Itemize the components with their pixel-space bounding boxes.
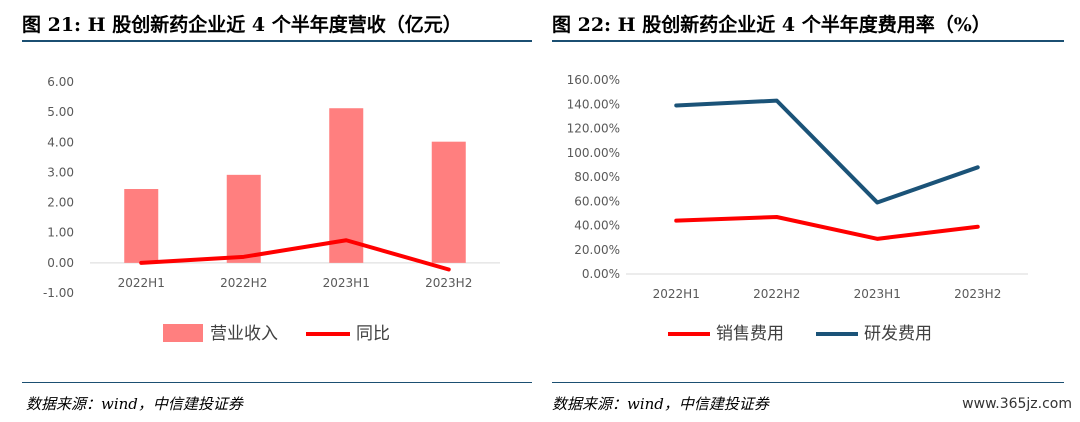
- revenue-bar: [226, 174, 261, 263]
- x-tick-label: 2023H1: [854, 287, 901, 301]
- y-tick-label: 0.00: [47, 256, 74, 270]
- x-tick-label: 2023H2: [954, 287, 1001, 301]
- yoy-line: [139, 238, 451, 272]
- selling-expense-line: [674, 215, 980, 241]
- y-tick-label: 1.00: [47, 226, 74, 240]
- left-bottom-rule: [22, 382, 532, 383]
- revenue-bar: [431, 141, 466, 263]
- y-tick-label: 6.00: [47, 75, 74, 89]
- legend-label-yoy: 同比: [356, 324, 390, 344]
- y-tick-label: 20.00%: [574, 243, 620, 257]
- x-tick-label: 2022H2: [753, 287, 800, 301]
- y-tick-label: 80.00%: [574, 170, 620, 184]
- right-figure-panel: 图 22: H 股创新药企业近 4 个半年度费用率（%） 0.00% 20.00%…: [548, 0, 1080, 422]
- watermark-text: www.365jz.com: [962, 396, 1072, 412]
- y-tick-label: 40.00%: [574, 219, 620, 233]
- y-tick-label: 120.00%: [567, 122, 620, 136]
- legend-label-rd: 研发费用: [864, 324, 932, 344]
- x-tick-label: 2022H1: [653, 287, 700, 301]
- revenue-bar: [329, 108, 364, 263]
- x-tick-label: 2023H1: [323, 276, 370, 290]
- right-source-note: 数据来源：wind，中信建投证券: [552, 395, 769, 413]
- right-chart: 0.00% 20.00% 40.00% 60.00% 80.00% 100.00% 120.…: [567, 73, 1028, 344]
- legend-label-revenue: 营业收入: [210, 324, 278, 344]
- x-tick-label: 2022H1: [118, 276, 165, 290]
- legend-label-selling: 销售费用: [716, 324, 784, 344]
- left-title-rule: [22, 40, 532, 42]
- y-tick-label: 100.00%: [567, 146, 620, 160]
- left-chart: -1.00 0.00 1.00 2.00 3.00 4.00 5.00 6.00 2022H1 2…: [43, 75, 500, 344]
- y-tick-label: 0.00%: [582, 267, 620, 281]
- legend-swatch-revenue: [163, 324, 203, 342]
- y-tick-label: 5.00: [47, 105, 74, 119]
- left-figure-panel: 图 21: H 股创新药企业近 4 个半年度营收（亿元） -1.00 0.00 1.…: [0, 0, 532, 422]
- right-title-rule: [552, 40, 1064, 42]
- rd-expense-line: [674, 98, 980, 205]
- revenue-bar: [124, 189, 159, 263]
- x-tick-label: 2023H2: [425, 276, 472, 290]
- y-tick-label: 60.00%: [574, 194, 620, 208]
- y-tick-label: 160.00%: [567, 73, 620, 87]
- y-tick-label: 2.00: [47, 196, 74, 210]
- right-figure-title: 图 22: H 股创新药企业近 4 个半年度费用率（%）: [552, 14, 991, 36]
- y-tick-label: -1.00: [43, 286, 74, 300]
- left-source-note: 数据来源：wind，中信建投证券: [26, 395, 243, 413]
- x-tick-label: 2022H2: [220, 276, 267, 290]
- left-figure-title: 图 21: H 股创新药企业近 4 个半年度营收（亿元）: [22, 14, 462, 36]
- y-tick-label: 3.00: [47, 165, 74, 179]
- y-tick-label: 4.00: [47, 135, 74, 149]
- right-bottom-rule: [552, 382, 1064, 383]
- y-tick-label: 140.00%: [567, 97, 620, 111]
